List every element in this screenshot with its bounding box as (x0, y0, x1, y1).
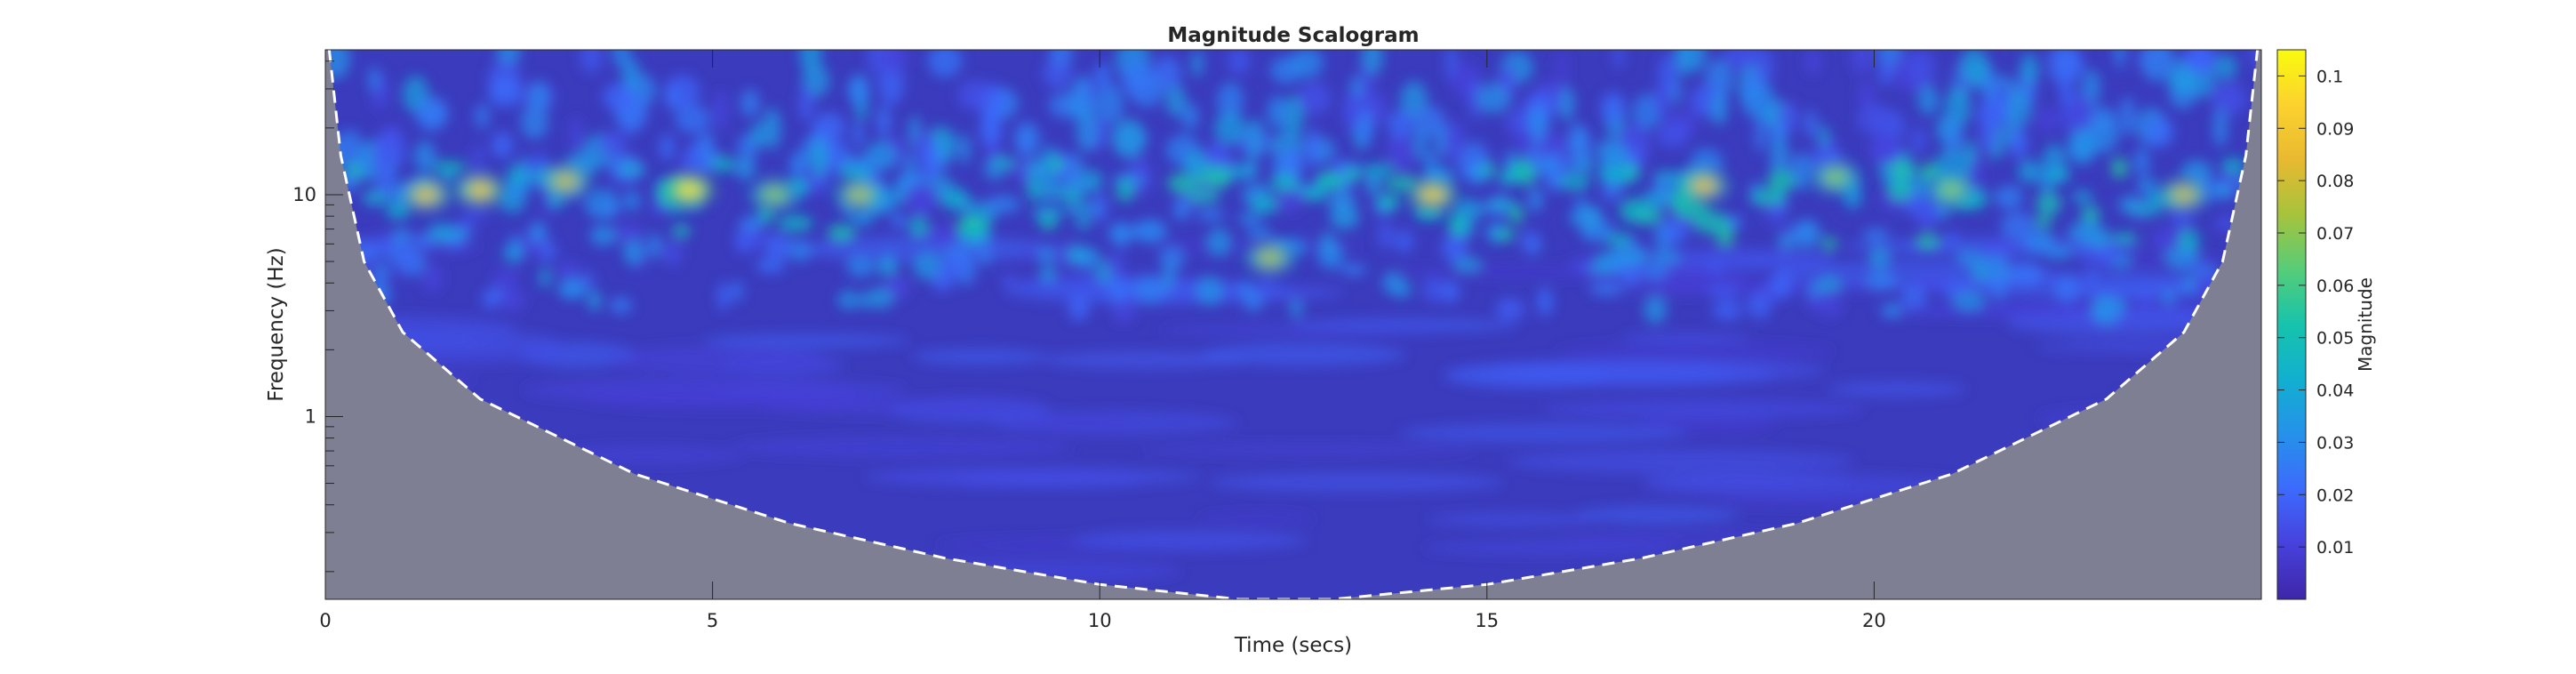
hotspot (762, 186, 788, 203)
colorbar-tick-label: 0.03 (2316, 433, 2354, 453)
colorbar-tick-label: 0.06 (2316, 277, 2354, 296)
y-tick-label: 1 (305, 405, 316, 427)
cone-of-influence-shading (325, 50, 2261, 599)
x-tick-label: 0 (319, 610, 331, 631)
y-axis: 1 10 (292, 60, 343, 573)
hotspot (553, 173, 579, 189)
cone-of-influence-boundary (327, 50, 2260, 599)
hotspot (1257, 249, 1283, 266)
colorbar-tick-label: 0.05 (2316, 329, 2354, 349)
hotspot (1420, 186, 1445, 203)
colorbar-tick-label: 0.1 (2316, 67, 2343, 86)
colorbar-gradient (2276, 49, 2307, 600)
plot-area (325, 50, 2261, 599)
colorbar-tick-label: 0.09 (2316, 119, 2354, 139)
colorbar-label: Magnitude (2355, 277, 2376, 372)
hotspot (1939, 181, 1964, 198)
chart-title: Magnitude Scalogram (1167, 24, 1419, 47)
scalogram-hotspots (403, 163, 2207, 272)
x-tick-label: 5 (707, 610, 718, 631)
x-tick-label: 15 (1475, 610, 1499, 631)
colorbar-tick-label: 0.02 (2316, 485, 2354, 505)
colorbar-ticks: 0.01 0.02 0.03 0.04 0.05 0.06 0.07 0.08 0.09 0.1 (2277, 67, 2354, 558)
hotspot (847, 186, 873, 203)
x-tick-label: 20 (1862, 610, 1886, 631)
plot-frame (324, 49, 2262, 600)
hotspot (2171, 186, 2196, 203)
y-axis-label: Frequency (Hz) (265, 247, 288, 401)
hotspot (676, 181, 702, 198)
y-tick-label: 10 (292, 184, 316, 205)
colorbar-tick-label: 0.08 (2316, 172, 2354, 191)
colorbar-tick-label: 0.07 (2316, 224, 2354, 244)
hotspot (1822, 169, 1848, 186)
colorbar-tick-label: 0.04 (2316, 381, 2354, 401)
hotspot (1691, 177, 1716, 194)
x-axis-label: Time (secs) (1234, 634, 1352, 657)
hotspot (468, 181, 493, 198)
x-axis: 0 5 10 15 20 (319, 50, 1886, 631)
colorbar-tick-label: 0.01 (2316, 538, 2354, 558)
colorbar: 0.010.020.030.040.050.060.070.080.090.1 … (2276, 49, 2376, 600)
hotspot (413, 186, 439, 203)
x-tick-label: 10 (1088, 610, 1112, 631)
